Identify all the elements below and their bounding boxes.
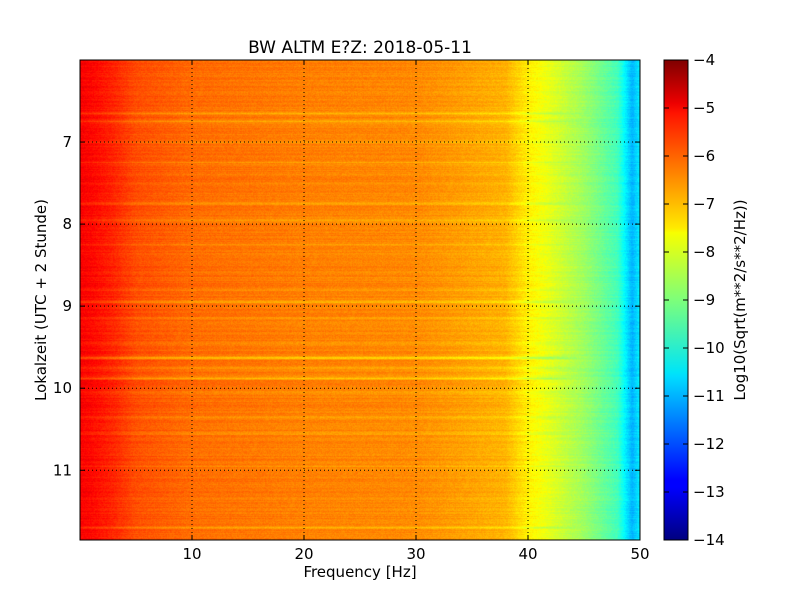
y-axis: 7 8 9 10 11 xyxy=(53,133,640,479)
y-tick-label: 11 xyxy=(53,461,72,479)
colorbar-label: Log10(Sqrt(m**2/s**2/Hz)) xyxy=(731,199,749,400)
colorbar-ticks: −4 −5 −6 −7 −8 −9 −10 −11 −12 −13 −14 xyxy=(664,51,725,549)
x-tick-label: 30 xyxy=(406,545,425,563)
y-tick-label: 7 xyxy=(62,133,72,151)
colorbar-tick-label: −8 xyxy=(693,243,715,261)
x-axis: 10 20 30 40 50 xyxy=(182,60,650,563)
x-tick-label: 50 xyxy=(630,545,649,563)
y-tick-label: 8 xyxy=(62,215,72,233)
colorbar-tick-label: −14 xyxy=(693,531,725,549)
colorbar-tick-label: −7 xyxy=(693,195,715,213)
colorbar-tick-label: −13 xyxy=(693,483,725,501)
colorbar-tick-label: −11 xyxy=(693,387,725,405)
y-tick-label: 9 xyxy=(62,297,72,315)
x-tick-label: 10 xyxy=(182,545,201,563)
chart-title: BW ALTM E?Z: 2018-05-11 xyxy=(248,38,472,58)
colorbar-tick-label: −9 xyxy=(693,291,715,309)
x-axis-label: Frequency [Hz] xyxy=(303,563,416,581)
y-axis-label: Lokalzeit (UTC + 2 Stunde) xyxy=(32,199,50,401)
x-tick-label: 40 xyxy=(518,545,537,563)
colorbar-tick-label: −12 xyxy=(693,435,725,453)
y-tick-label: 10 xyxy=(53,379,72,397)
x-tick-label: 20 xyxy=(294,545,313,563)
colorbar-tick-label: −4 xyxy=(693,51,715,69)
plot-frame xyxy=(79,59,641,541)
grid-lines xyxy=(80,60,640,540)
spectrogram-heatmap xyxy=(80,60,640,540)
colorbar-tick-label: −6 xyxy=(693,147,715,165)
colorbar-tick-label: −5 xyxy=(693,99,715,117)
colorbar-tick-label: −10 xyxy=(693,339,725,357)
